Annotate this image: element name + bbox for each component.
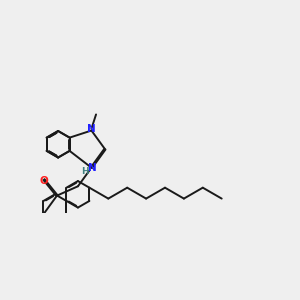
Text: H: H: [81, 167, 88, 176]
Text: N: N: [87, 124, 96, 134]
Text: O: O: [39, 176, 48, 186]
Text: N: N: [88, 163, 97, 173]
